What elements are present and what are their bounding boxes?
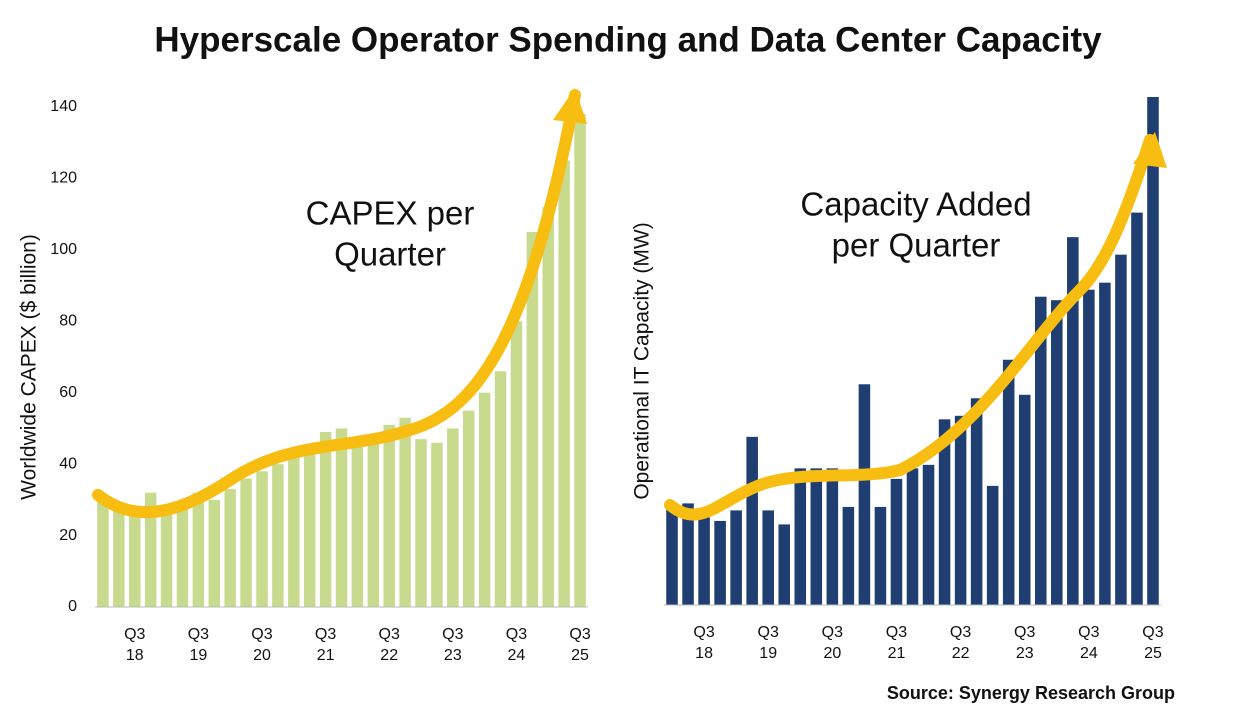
arrow-head xyxy=(1133,132,1167,168)
bar xyxy=(367,435,380,607)
y-tick-label: 80 xyxy=(59,313,77,330)
x-tick-label: Q3 21 xyxy=(315,626,336,664)
bar xyxy=(192,492,205,607)
bar xyxy=(574,114,586,608)
x-tick-label: Q3 21 xyxy=(886,624,907,662)
annotation: Capacity Added xyxy=(800,186,1031,223)
x-tick-label: Q3 25 xyxy=(569,626,590,664)
bar xyxy=(335,428,348,607)
bar xyxy=(224,489,236,607)
x-tick-label: Q3 20 xyxy=(251,626,272,664)
arrow-head xyxy=(553,88,587,124)
y-axis-label: Operational IT Capacity (MW) xyxy=(631,222,654,499)
bar xyxy=(1115,254,1127,606)
trend-arrow xyxy=(664,134,1156,521)
bar xyxy=(986,485,999,605)
bar xyxy=(351,439,364,607)
bar xyxy=(746,436,758,605)
y-tick-label: 20 xyxy=(59,527,77,544)
bar xyxy=(762,510,774,605)
x-tick-label: Q3 18 xyxy=(124,626,145,664)
bar xyxy=(810,468,823,605)
bar xyxy=(826,468,839,605)
bar xyxy=(714,520,726,605)
x-tick-label: Q3 24 xyxy=(506,626,527,664)
bar xyxy=(666,503,678,605)
bar xyxy=(1099,282,1111,605)
bar xyxy=(1051,300,1063,605)
bar xyxy=(1131,212,1143,605)
x-tick-label: Q3 19 xyxy=(758,624,779,662)
bar xyxy=(510,321,523,607)
x-tick-label: Q3 23 xyxy=(1014,624,1035,662)
y-tick-label: 40 xyxy=(59,455,77,472)
chart-title: Hyperscale Operator Spending and Data Ce… xyxy=(154,20,1102,59)
x-tick-label: Q3 22 xyxy=(950,624,971,662)
y-tick-label: 120 xyxy=(50,170,77,187)
bar xyxy=(858,384,871,605)
bar xyxy=(319,432,332,607)
bar xyxy=(240,478,252,607)
y-tick-label: 100 xyxy=(50,241,77,258)
bar xyxy=(176,503,189,607)
bar xyxy=(1018,394,1031,605)
bar xyxy=(463,410,475,607)
x-tick-label: Q3 22 xyxy=(379,626,400,664)
bar xyxy=(1147,97,1159,605)
y-tick-label: 0 xyxy=(68,598,77,615)
bar xyxy=(938,419,951,605)
bar xyxy=(1002,359,1015,605)
bar xyxy=(129,510,141,607)
bar xyxy=(970,398,983,605)
bar xyxy=(542,207,554,607)
bar xyxy=(558,160,570,608)
x-tick-label: Q3 25 xyxy=(1142,624,1163,662)
bar xyxy=(1067,237,1079,605)
bar xyxy=(160,507,173,607)
bar xyxy=(447,428,459,607)
bar xyxy=(208,499,220,607)
trend-arrow xyxy=(92,89,581,519)
x-tick-label: Q3 23 xyxy=(442,626,463,664)
bar xyxy=(906,468,919,605)
bar xyxy=(874,506,887,605)
bar xyxy=(922,464,935,605)
bar xyxy=(303,446,316,607)
bar xyxy=(778,524,791,605)
bar xyxy=(272,464,284,607)
x-tick-label: Q3 19 xyxy=(188,626,209,664)
bar xyxy=(399,417,411,607)
bar xyxy=(730,510,742,605)
bar xyxy=(1034,296,1047,605)
bar xyxy=(954,415,967,605)
bar xyxy=(144,492,157,607)
y-tick-label: 140 xyxy=(50,98,77,115)
bar xyxy=(682,503,694,605)
bar xyxy=(890,478,903,605)
bar xyxy=(415,439,427,607)
annotation: per Quarter xyxy=(832,227,1001,264)
bar xyxy=(494,371,507,607)
bar xyxy=(794,468,807,605)
x-tick-label: Q3 24 xyxy=(1078,624,1099,662)
annotation: CAPEX per xyxy=(306,195,475,232)
bar xyxy=(288,457,300,607)
annotation: Quarter xyxy=(334,236,446,273)
bar xyxy=(526,232,539,607)
bar xyxy=(842,506,855,605)
x-tick-label: Q3 20 xyxy=(822,624,843,662)
bar xyxy=(698,517,710,605)
bar xyxy=(113,503,125,607)
bar xyxy=(383,424,395,607)
bar xyxy=(431,442,443,607)
x-tick-label: Q3 18 xyxy=(693,624,714,662)
y-tick-label: 60 xyxy=(59,384,77,401)
bar xyxy=(256,471,268,607)
bar xyxy=(97,496,109,607)
bar xyxy=(1083,289,1095,605)
bar xyxy=(478,392,491,607)
source: Source: Synergy Research Group xyxy=(887,683,1175,703)
y-axis-label: Worldwide CAPEX ($ billion) xyxy=(18,234,41,500)
